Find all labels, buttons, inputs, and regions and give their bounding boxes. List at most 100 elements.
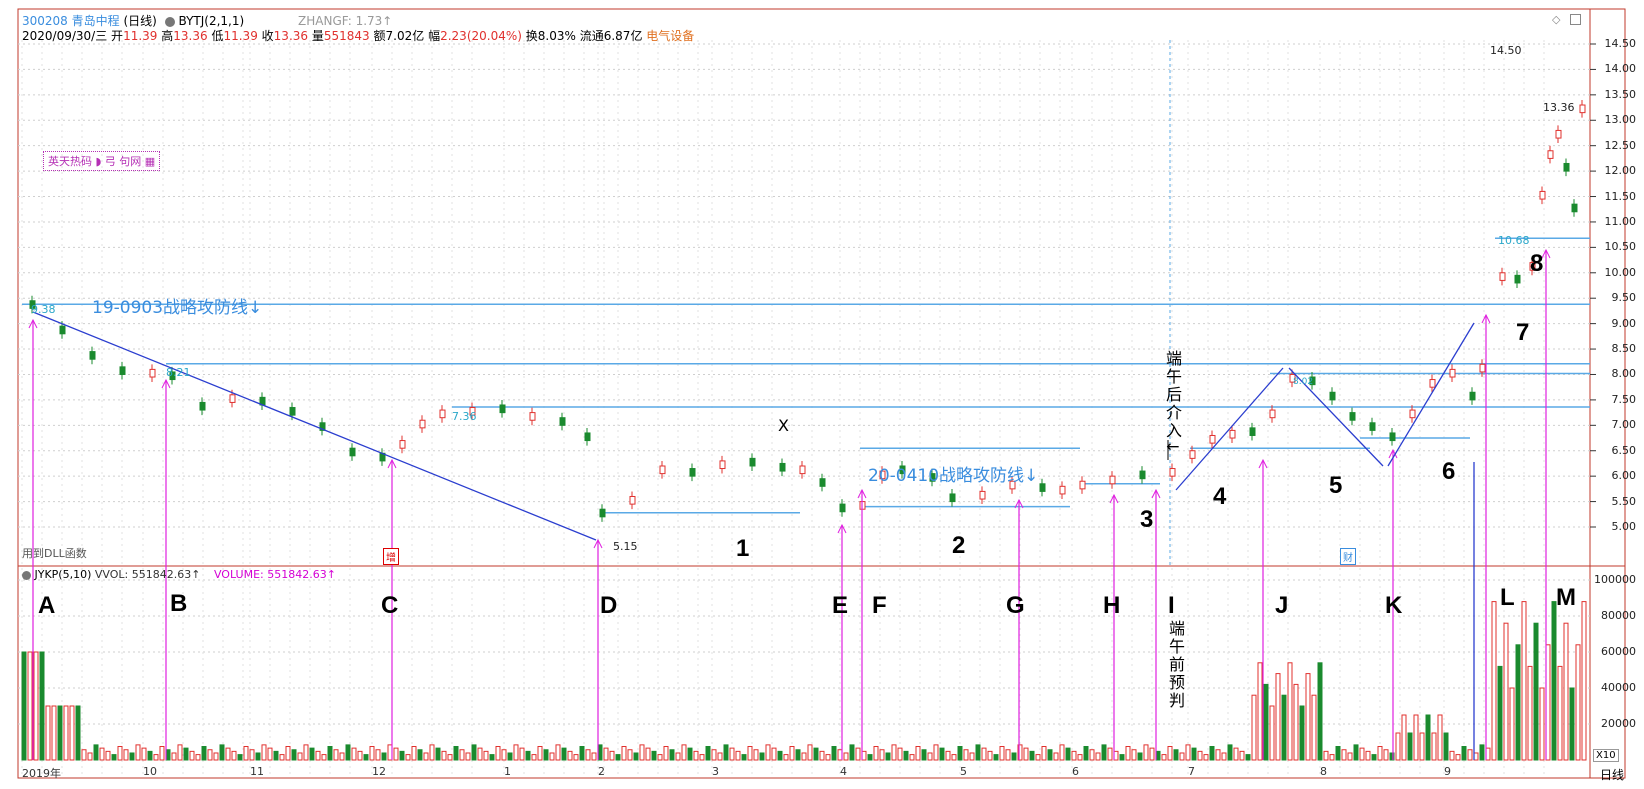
candle-body xyxy=(1079,480,1086,490)
volume-bar xyxy=(1029,750,1035,761)
volume-bar xyxy=(1581,601,1587,761)
settings-icon[interactable] xyxy=(164,16,175,27)
candle-body xyxy=(899,465,906,475)
volume-bar xyxy=(939,747,945,761)
candle-body xyxy=(169,371,176,381)
volume-bar xyxy=(123,749,129,761)
volume-bar xyxy=(615,754,621,761)
volume-bar xyxy=(1209,746,1215,761)
high-label: 高 xyxy=(161,29,174,43)
volume-bar xyxy=(1035,754,1041,761)
candle-body xyxy=(1169,468,1176,477)
volume-bar xyxy=(1143,744,1149,761)
volume-bar xyxy=(1059,744,1065,761)
volume-bar xyxy=(333,749,339,761)
volume-bar xyxy=(1191,747,1197,761)
candle-body xyxy=(1449,368,1456,378)
volume-bar xyxy=(201,746,207,761)
volume-tick-label: 20000 xyxy=(1601,717,1636,730)
pointer-arrowhead xyxy=(857,488,867,499)
volume-bar xyxy=(1173,749,1179,761)
open-label: 开 xyxy=(111,29,124,43)
stock-name[interactable]: 青岛中程 xyxy=(71,14,120,28)
wave-label-7: 7 xyxy=(1516,319,1530,346)
volume-header: JYKP(5,10) VVOL: 551842.63↑ VOLUME: 5518… xyxy=(22,568,336,581)
volume-bar xyxy=(171,752,177,761)
volume-bar xyxy=(1431,732,1437,761)
sector-value[interactable]: 电气设备 xyxy=(646,29,695,43)
month-label: 4 xyxy=(840,765,847,778)
low-label: 低 xyxy=(211,29,224,43)
volume-bar xyxy=(1089,749,1095,761)
open-value: 11.39 xyxy=(123,29,158,43)
volume-bar xyxy=(1395,732,1401,761)
volume-bar xyxy=(1533,622,1539,761)
note-after-dragon-boat: 端午后介入↓ xyxy=(1163,350,1182,456)
volume-bar xyxy=(1047,749,1053,761)
point-label-j: J xyxy=(1275,592,1289,619)
price-tick-label: 8.50 xyxy=(1611,342,1637,356)
volume-bar xyxy=(1461,746,1467,761)
volume-bar xyxy=(855,747,861,761)
month-label: 5 xyxy=(960,765,967,778)
candle-body xyxy=(949,493,956,503)
volume-bar xyxy=(669,749,675,761)
amount-value: 额7.02亿 xyxy=(373,29,425,43)
diamond-icon[interactable]: ◇ xyxy=(1552,13,1561,26)
candle-body xyxy=(1429,379,1436,388)
vol-indicator-name[interactable]: JYKP(5,10) xyxy=(34,568,92,581)
volume-bar xyxy=(1419,732,1425,761)
volume-bar xyxy=(1557,665,1563,761)
volume-bar xyxy=(1197,750,1203,761)
tag-cai[interactable]: 财 xyxy=(1340,548,1356,565)
volume-bar xyxy=(843,752,849,761)
volume-bar xyxy=(255,752,261,761)
volume-bar xyxy=(1179,752,1185,761)
period-button[interactable]: 日线 xyxy=(1600,768,1625,782)
window-toggle-icon[interactable] xyxy=(1570,14,1581,25)
volume-bar xyxy=(1239,750,1245,761)
candle-body xyxy=(1139,470,1146,480)
point-label-f: F xyxy=(872,592,887,619)
stock-code[interactable]: 300208 xyxy=(22,14,68,28)
volume-bar xyxy=(795,749,801,761)
volume-bar xyxy=(963,749,969,761)
price-tick-label: 9.50 xyxy=(1611,291,1637,305)
volume-bar xyxy=(897,747,903,761)
candle-body xyxy=(439,409,446,419)
zhangf-label: ZHANGF: 1.73↑ xyxy=(298,14,393,28)
volume-bar xyxy=(1257,662,1263,761)
candle-body xyxy=(289,407,296,416)
price-tick-label: 12.50 xyxy=(1604,138,1637,152)
volume-bar xyxy=(273,750,279,761)
indicator-label[interactable]: BYTJ(2,1,1) xyxy=(178,14,245,28)
wave-label-4: 4 xyxy=(1213,483,1227,510)
volume-bar xyxy=(1413,714,1419,761)
candle-body xyxy=(1369,422,1376,431)
tag-zeng[interactable]: 增 xyxy=(383,548,399,565)
price-tick-label: 9.00 xyxy=(1611,316,1637,330)
candle-body xyxy=(1539,190,1546,200)
volume-bar xyxy=(681,744,687,761)
volume-bar xyxy=(585,749,591,761)
volume-bar xyxy=(429,744,435,761)
turnover-value: 换8.03% xyxy=(525,29,576,43)
volume-bar xyxy=(1269,705,1275,761)
volume-bar xyxy=(765,744,771,761)
volume-bar xyxy=(693,750,699,761)
candle-body xyxy=(719,460,726,470)
price-tick-label: 13.50 xyxy=(1604,87,1637,101)
price-tick-label: 12.00 xyxy=(1604,164,1637,178)
volume-bar xyxy=(375,749,381,761)
point-label-e: E xyxy=(832,592,849,619)
candle-body xyxy=(1289,373,1296,383)
header-row-2: 2020/09/30/三 开11.39 高13.36 低11.39 收13.36… xyxy=(22,27,694,44)
gear-icon[interactable] xyxy=(22,570,31,580)
candle-body xyxy=(119,366,126,375)
volume-bar xyxy=(279,754,285,761)
volume-bar xyxy=(1575,644,1581,761)
price-label-821: 8.21 xyxy=(166,366,191,379)
price-label-938: 9.38 xyxy=(31,303,56,316)
volume-bar xyxy=(867,754,873,761)
